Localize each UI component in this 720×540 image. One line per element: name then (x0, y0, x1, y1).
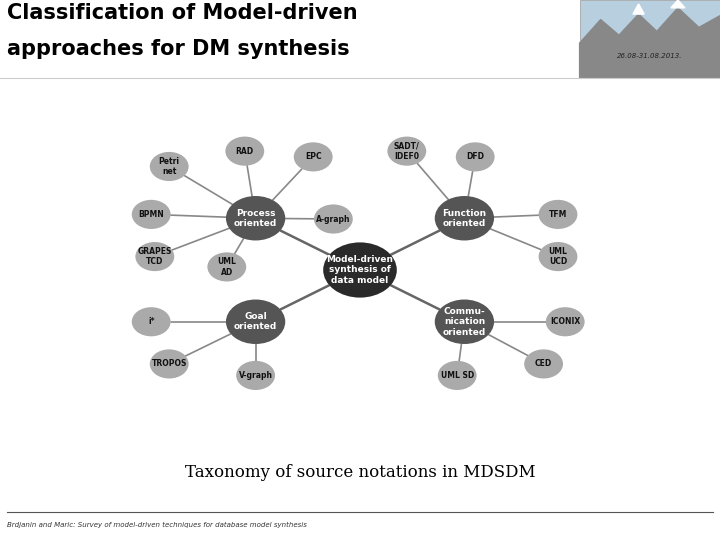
Circle shape (150, 152, 189, 181)
Text: UML
UCD: UML UCD (549, 247, 567, 266)
Circle shape (225, 137, 264, 166)
Text: Process
oriented: Process oriented (234, 208, 277, 228)
Text: Commu-
nication
oriented: Commu- nication oriented (443, 307, 486, 336)
Text: UML SD: UML SD (441, 371, 474, 380)
Circle shape (539, 242, 577, 271)
Circle shape (387, 137, 426, 166)
Text: GRAPES
TCD: GRAPES TCD (138, 247, 172, 266)
Text: approaches for DM synthesis: approaches for DM synthesis (7, 39, 350, 59)
Circle shape (546, 307, 585, 336)
Circle shape (132, 200, 171, 229)
Circle shape (323, 242, 397, 298)
Circle shape (438, 361, 477, 390)
Circle shape (456, 143, 495, 172)
Circle shape (435, 196, 494, 240)
Text: Goal
oriented: Goal oriented (234, 312, 277, 332)
Text: Model-driven
synthesis of
data model: Model-driven synthesis of data model (326, 255, 394, 285)
Text: TROPOS: TROPOS (151, 360, 187, 368)
Circle shape (226, 196, 285, 240)
Circle shape (236, 361, 275, 390)
Text: i*: i* (148, 318, 155, 326)
Text: CED: CED (535, 360, 552, 368)
Text: A-graph: A-graph (316, 214, 351, 224)
Bar (580, 0, 720, 78)
Text: V-graph: V-graph (238, 371, 273, 380)
Polygon shape (580, 8, 720, 78)
Circle shape (207, 252, 246, 281)
Text: TFM: TFM (549, 210, 567, 219)
Polygon shape (633, 4, 644, 14)
Circle shape (524, 349, 563, 379)
Text: Classification of Model-driven: Classification of Model-driven (7, 3, 358, 23)
Text: Function
oriented: Function oriented (442, 208, 487, 228)
Circle shape (314, 205, 353, 234)
Circle shape (435, 300, 494, 344)
Text: EPC: EPC (305, 152, 322, 161)
Text: Petri
net: Petri net (158, 157, 180, 176)
Polygon shape (671, 0, 685, 8)
Circle shape (132, 307, 171, 336)
Circle shape (294, 143, 333, 172)
Text: BPMN: BPMN (138, 210, 164, 219)
Circle shape (135, 242, 174, 271)
Circle shape (539, 200, 577, 229)
Text: 26.08-31.08.2013.: 26.08-31.08.2013. (617, 53, 683, 59)
Text: DFD: DFD (467, 152, 485, 161)
Circle shape (226, 300, 285, 344)
Bar (0, 0, 720, 78)
Text: UML
AD: UML AD (217, 257, 236, 276)
Text: Taxonomy of source notations in MDSDM: Taxonomy of source notations in MDSDM (185, 464, 535, 481)
Text: RAD: RAD (235, 147, 254, 156)
Text: Brdjanin and Maric: Survey of model-driven techniques for database model synthes: Brdjanin and Maric: Survey of model-driv… (7, 522, 307, 528)
Circle shape (150, 349, 189, 379)
Text: SADT/
IDEF0: SADT/ IDEF0 (394, 141, 420, 161)
Text: ICONIX: ICONIX (550, 318, 580, 326)
